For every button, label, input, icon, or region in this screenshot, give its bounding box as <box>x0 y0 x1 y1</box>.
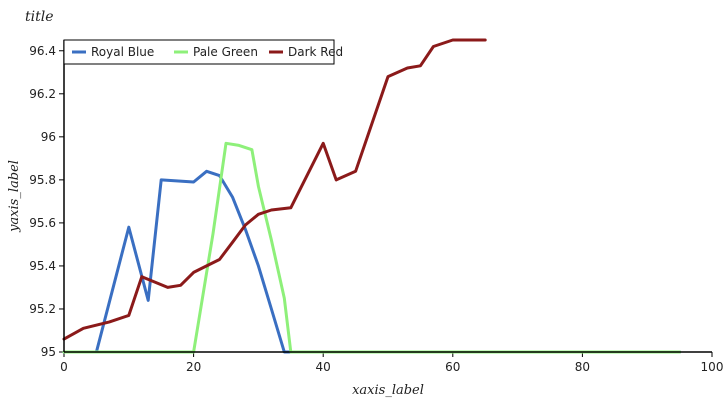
x-axis-title: xaxis_label <box>352 383 424 398</box>
y-axis-ticks: 95 95.2 95.4 95.6 95.8 96 96.2 96.4 <box>29 44 64 359</box>
y-tick-label: 96 <box>41 130 56 144</box>
y-tick-label: 95.6 <box>29 216 56 230</box>
legend-label-royal-blue: Royal Blue <box>91 45 154 59</box>
legend-label-pale-green: Pale Green <box>193 45 258 59</box>
legend-label-dark-red: Dark Red <box>288 45 343 59</box>
legend-box <box>63 39 335 65</box>
x-tick-label: 20 <box>186 360 201 374</box>
series-line-royal-blue <box>62 169 682 354</box>
chart-title: title <box>25 9 54 25</box>
x-axis-ticks: 0 20 40 60 80 100 <box>60 352 723 374</box>
y-tick-label: 95.8 <box>29 173 56 187</box>
y-tick-label: 96.2 <box>29 87 56 101</box>
y-axis-title: yaxis_label <box>7 160 22 233</box>
y-tick-label: 95.4 <box>29 259 56 273</box>
x-tick-label: 60 <box>445 360 460 374</box>
series-line-dark-red <box>62 38 487 341</box>
x-tick-label: 80 <box>575 360 590 374</box>
y-tick-label: 96.4 <box>29 44 56 58</box>
series-line-pale-green <box>62 141 682 354</box>
y-tick-label: 95 <box>41 345 56 359</box>
series-lines <box>62 38 682 354</box>
x-tick-label: 0 <box>60 360 68 374</box>
legend: Royal Blue Pale Green Dark Red <box>63 39 343 65</box>
x-tick-label: 40 <box>316 360 331 374</box>
x-tick-label: 100 <box>701 360 723 374</box>
y-tick-label: 95.2 <box>29 302 56 316</box>
